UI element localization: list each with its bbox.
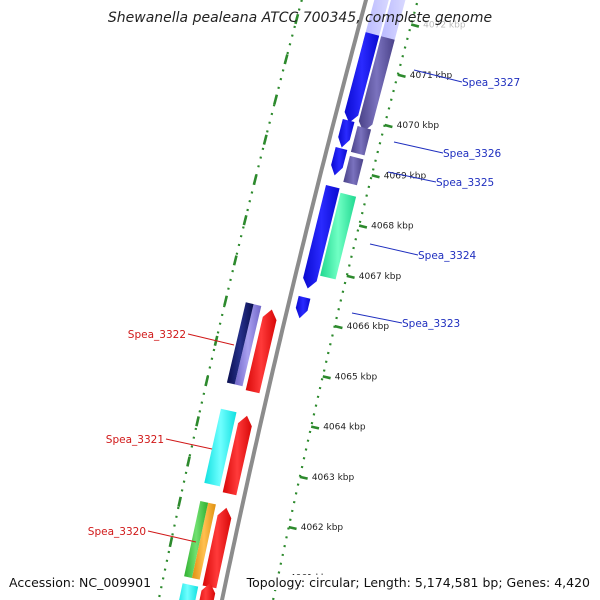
scale-dotted-lines — [158, 0, 419, 600]
scale-tick-label: 4069 kbp — [384, 171, 427, 181]
scale-tick-label: 4067 kbp — [359, 272, 402, 282]
scale-tick — [334, 324, 343, 330]
gene-label-leader-line — [165, 438, 213, 450]
gene-label-leader-line — [187, 333, 235, 346]
forward-cds-bar — [331, 147, 348, 176]
scale-tick-label: 4070 kbp — [397, 121, 440, 131]
inner-scale-dash — [232, 255, 238, 266]
topology-text: Topology: circular; Length: 5,174,581 bp… — [246, 575, 590, 590]
forward-cog-bar — [350, 126, 372, 156]
scale-tick — [384, 123, 393, 129]
inner-scale-dash — [177, 496, 182, 507]
gene-label: Spea_3321 — [106, 434, 164, 446]
scale-tick-label: 4064 kbp — [323, 423, 366, 433]
inner-scale-dash — [283, 54, 289, 65]
inner-scale-dash — [223, 295, 229, 306]
inner-scale-dash — [294, 13, 300, 25]
gene-labels: Spea_3327 Spea_3326 Spea_3325 Spea_3324 Spea… — [88, 69, 520, 543]
gene-label-leader-line — [351, 312, 403, 324]
scale-tick-label: 4062 kbp — [301, 523, 344, 533]
scale-tick-label: 4065 kbp — [335, 372, 378, 382]
gene-label-leader-line — [369, 243, 419, 256]
reverse-cds-bar — [222, 415, 252, 496]
accession-text: Accession: NC_009901 — [9, 575, 152, 590]
map-title: Shewanella pealeana ATCC 700345, complet… — [108, 10, 492, 26]
reverse-cog-bar — [234, 304, 262, 387]
gene-label: Spea_3327 — [462, 77, 520, 89]
scale-tick — [310, 425, 320, 430]
gene-label: Spea_3324 — [418, 250, 477, 262]
forward-cds-bar — [295, 295, 311, 319]
reverse-cds-bar — [245, 309, 277, 394]
gene-label-leader-line — [413, 69, 463, 83]
scale-tick-label: 4068 kbp — [371, 222, 414, 232]
inner-scale-dash — [168, 536, 174, 548]
scale-tick — [397, 73, 406, 79]
reverse-cog-bar — [191, 502, 216, 580]
feature-tracks — [179, 0, 406, 600]
inner-scale-dash — [252, 174, 258, 186]
scale-tick — [371, 174, 380, 179]
gene-label-leader-line — [393, 141, 444, 154]
gene-label-leader-line — [147, 530, 197, 543]
inner-scale-dash — [195, 416, 200, 427]
scale-tick-label: 4072 kbp — [423, 20, 466, 30]
inner-scale-dash — [242, 214, 248, 226]
inner-scale-dash — [273, 94, 279, 105]
gene-label: Spea_3326 — [443, 148, 502, 160]
reverse-cog-bar — [226, 302, 254, 385]
gene-label-leader-line — [387, 171, 437, 183]
reverse-cog-bar — [184, 501, 209, 578]
gene-label: Spea_3323 — [402, 318, 460, 330]
forward-cog-bar — [320, 192, 357, 280]
inner-scale-dash — [204, 375, 210, 387]
gene-label: Spea_3320 — [88, 526, 146, 538]
backbone-line — [219, 0, 369, 600]
scale-tick — [410, 23, 420, 28]
scale-tick — [358, 224, 368, 229]
inner-scale-dotted-line — [158, 0, 303, 598]
scale-tick — [288, 525, 297, 531]
inner-scale-dash — [186, 456, 191, 467]
forward-cog-bar — [358, 36, 395, 132]
scale-tick-label: 4071 kbp — [410, 71, 453, 81]
forward-cog-bar — [343, 155, 364, 186]
reverse-cds-bar — [202, 507, 232, 589]
forward-cds-bar — [303, 185, 340, 289]
forward-cds-bar — [338, 119, 355, 148]
genome-backbone — [219, 0, 369, 600]
forward-cds-bar — [344, 32, 380, 123]
scale-tick — [346, 274, 355, 279]
gene-label: Spea_3325 — [436, 177, 494, 189]
reverse-cog-bar — [179, 583, 199, 600]
scale-tick — [299, 475, 308, 480]
gene-label: Spea_3322 — [128, 329, 186, 341]
reverse-cog-bar — [204, 408, 237, 487]
scale-tick — [322, 375, 331, 380]
reverse-cds-bar — [199, 582, 216, 600]
scale-tick-label: 4066 kbp — [347, 322, 390, 332]
inner-scale-dash — [262, 134, 268, 145]
scale-tick-label: 4063 kbp — [312, 473, 355, 483]
